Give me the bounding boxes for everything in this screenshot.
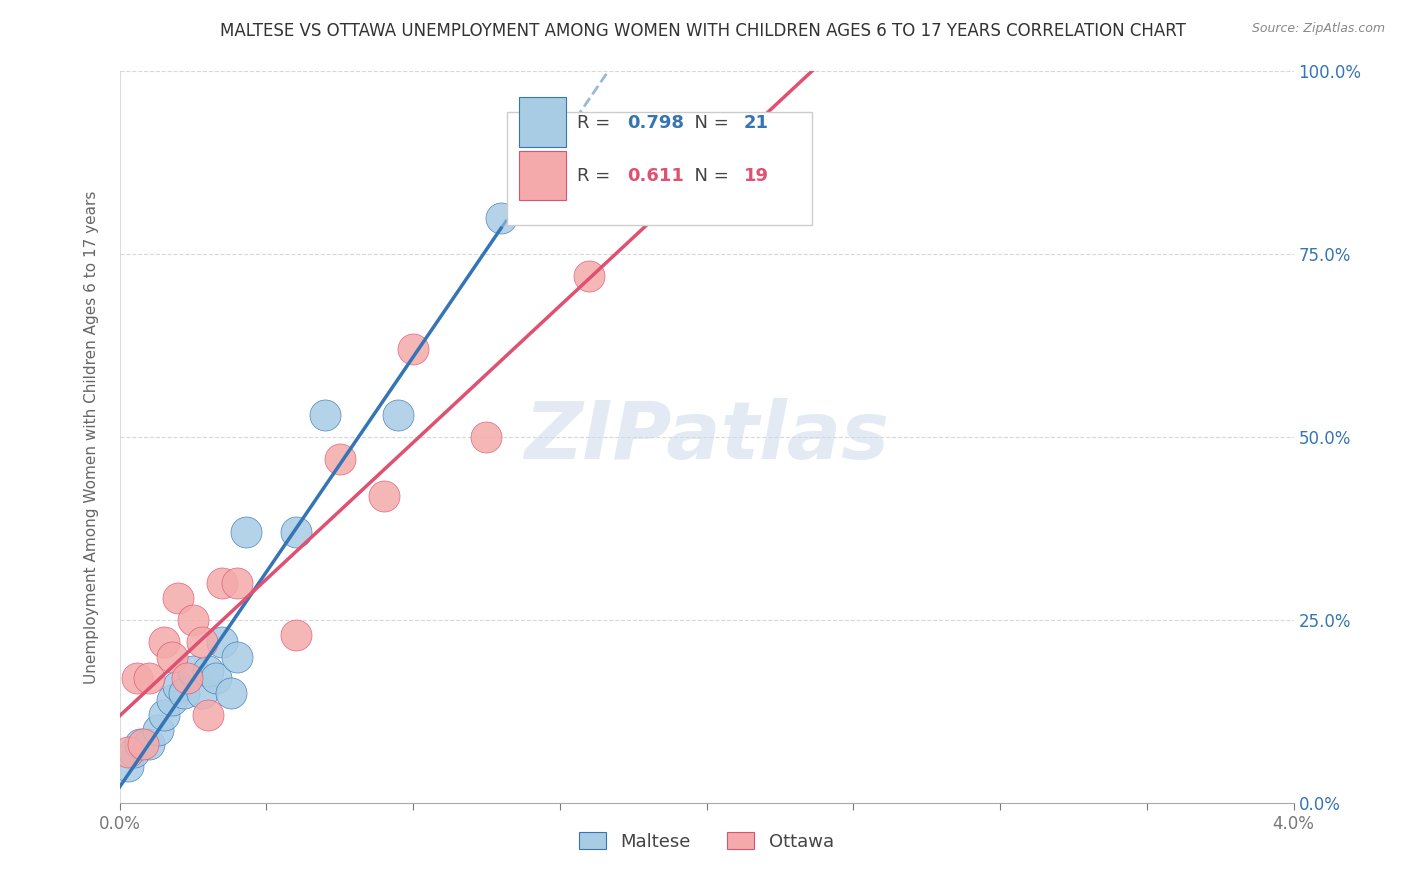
- Text: N =: N =: [683, 114, 734, 132]
- FancyBboxPatch shape: [519, 151, 565, 201]
- Point: [122, 745, 145, 759]
- Text: 21: 21: [744, 114, 769, 132]
- Point: [190, 635, 212, 649]
- Point: [387, 408, 409, 422]
- Text: 19: 19: [744, 167, 769, 186]
- Point: [211, 576, 233, 591]
- Point: [314, 408, 336, 422]
- Point: [197, 708, 219, 723]
- FancyBboxPatch shape: [508, 112, 813, 225]
- Point: [138, 672, 160, 686]
- Point: [284, 525, 307, 540]
- Text: 0.611: 0.611: [627, 167, 683, 186]
- Point: [211, 635, 233, 649]
- Point: [132, 737, 155, 751]
- Point: [173, 686, 195, 700]
- Point: [146, 723, 169, 737]
- Point: [167, 679, 190, 693]
- Legend: Maltese, Ottawa: Maltese, Ottawa: [571, 822, 842, 860]
- Point: [117, 745, 139, 759]
- Point: [138, 737, 160, 751]
- Point: [162, 649, 184, 664]
- Text: ZIPatlas: ZIPatlas: [524, 398, 889, 476]
- Point: [197, 664, 219, 678]
- Point: [475, 430, 498, 444]
- Point: [127, 672, 149, 686]
- Point: [117, 759, 139, 773]
- Point: [402, 343, 425, 357]
- Point: [219, 686, 242, 700]
- Point: [225, 576, 249, 591]
- Point: [181, 613, 204, 627]
- Text: R =: R =: [578, 114, 616, 132]
- Point: [373, 489, 395, 503]
- Text: R =: R =: [578, 167, 621, 186]
- Point: [329, 452, 352, 467]
- Point: [152, 708, 174, 723]
- Point: [225, 649, 249, 664]
- Point: [578, 269, 600, 284]
- Text: MALTESE VS OTTAWA UNEMPLOYMENT AMONG WOMEN WITH CHILDREN AGES 6 TO 17 YEARS CORR: MALTESE VS OTTAWA UNEMPLOYMENT AMONG WOM…: [221, 22, 1185, 40]
- Point: [129, 737, 152, 751]
- FancyBboxPatch shape: [519, 97, 565, 147]
- Text: Source: ZipAtlas.com: Source: ZipAtlas.com: [1251, 22, 1385, 36]
- Text: 0.798: 0.798: [627, 114, 683, 132]
- Y-axis label: Unemployment Among Women with Children Ages 6 to 17 years: Unemployment Among Women with Children A…: [84, 190, 98, 684]
- Point: [181, 664, 204, 678]
- Point: [190, 686, 212, 700]
- Point: [284, 627, 307, 641]
- Point: [489, 211, 512, 225]
- Point: [162, 693, 184, 707]
- Point: [152, 635, 174, 649]
- Point: [205, 672, 228, 686]
- Point: [176, 672, 198, 686]
- Text: N =: N =: [683, 167, 734, 186]
- Point: [235, 525, 257, 540]
- Point: [167, 591, 190, 605]
